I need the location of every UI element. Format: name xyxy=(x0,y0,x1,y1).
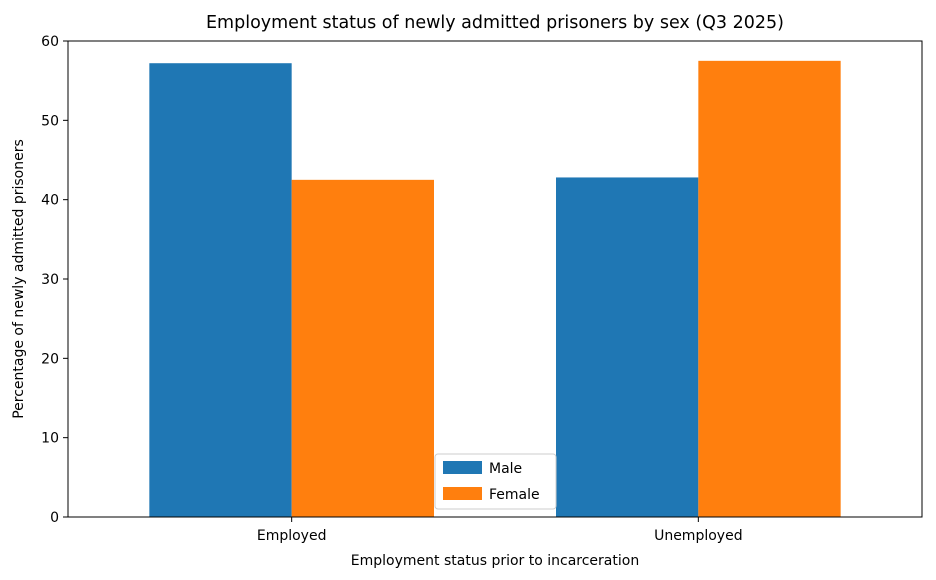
bar-female-employed xyxy=(291,179,434,518)
x-tick-label-unemployed: Unemployed xyxy=(654,528,743,544)
bar-male-employed xyxy=(149,63,292,518)
legend-label-male: Male xyxy=(489,461,522,477)
x-tick-label-employed: Employed xyxy=(257,528,327,544)
y-tick-label: 10 xyxy=(41,431,59,447)
legend-swatch-female xyxy=(443,487,482,500)
y-tick-label: 50 xyxy=(41,113,59,129)
y-tick-label: 20 xyxy=(41,351,59,367)
legend: Male Female xyxy=(434,453,557,510)
bar-male-unemployed xyxy=(556,177,699,517)
y-tick-label: 0 xyxy=(50,510,59,526)
y-tick-label: 60 xyxy=(41,34,59,50)
legend-label-female: Female xyxy=(489,487,540,503)
x-axis: Employed Unemployed xyxy=(257,517,743,544)
legend-swatch-male xyxy=(443,461,482,474)
y-tick-label: 30 xyxy=(41,272,59,288)
y-axis: 0 10 20 30 40 50 60 xyxy=(41,34,68,526)
x-axis-label: Employment status prior to incarceration xyxy=(351,553,639,569)
chart-title: Employment status of newly admitted pris… xyxy=(206,13,784,33)
y-tick-label: 40 xyxy=(41,193,59,209)
bar-female-unemployed xyxy=(698,60,841,517)
bars-group xyxy=(149,60,841,518)
y-axis-label: Percentage of newly admitted prisoners xyxy=(11,139,27,419)
